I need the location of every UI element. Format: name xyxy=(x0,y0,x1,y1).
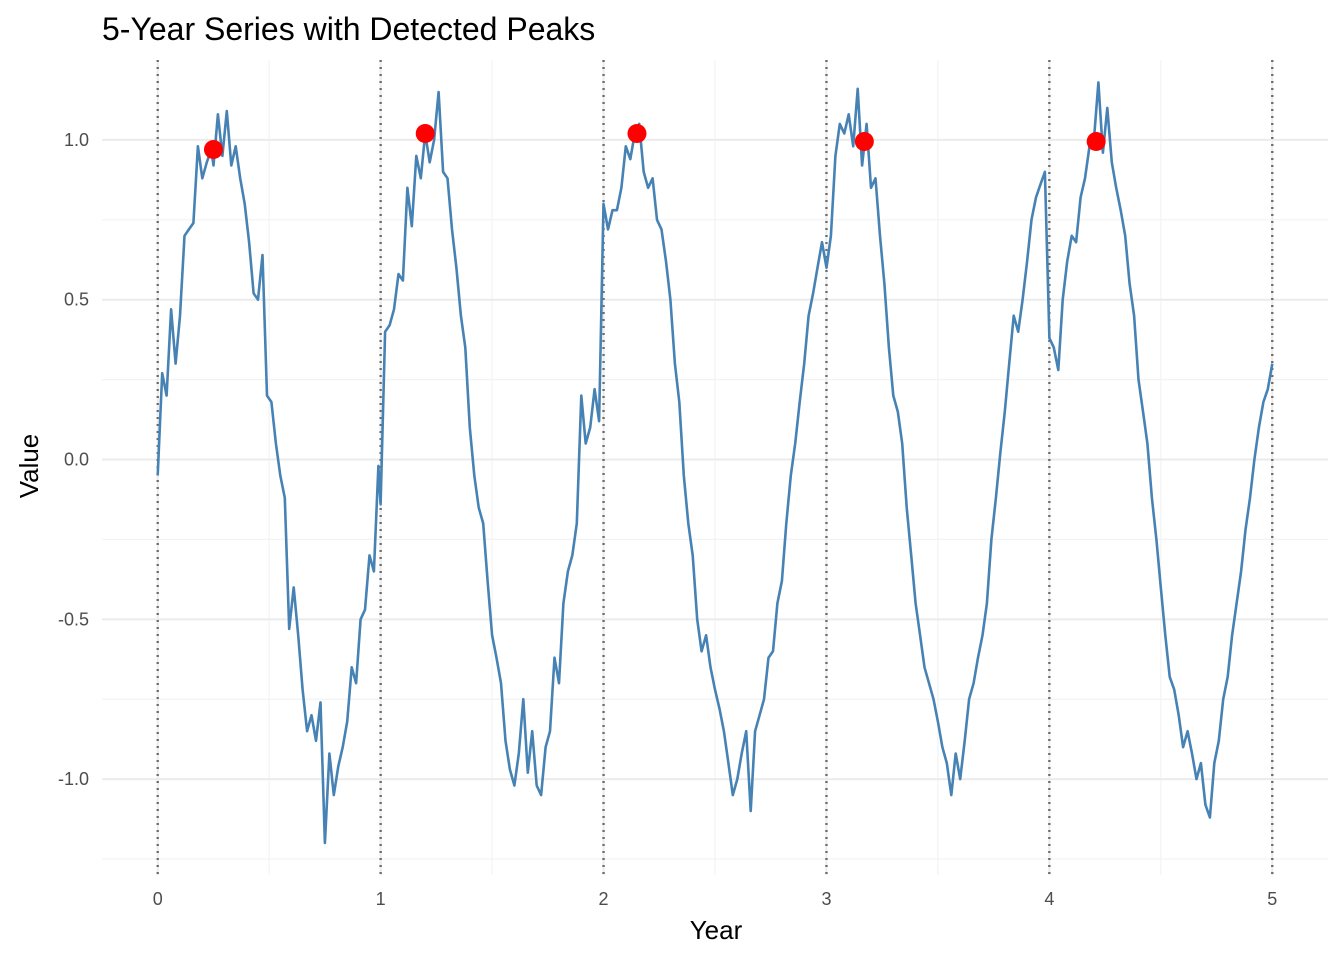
y-tick-label: -0.5 xyxy=(58,609,89,629)
x-tick-label: 1 xyxy=(376,889,386,909)
y-axis-title: Value xyxy=(14,434,44,499)
y-tick-label: -1.0 xyxy=(58,769,89,789)
x-tick-label: 4 xyxy=(1044,889,1054,909)
x-tick-label: 2 xyxy=(599,889,609,909)
y-axis-tick-labels: -1.0 -0.5 0.0 0.5 1.0 xyxy=(58,130,89,789)
y-tick-label: 0.0 xyxy=(64,450,89,470)
peak-point xyxy=(1086,132,1106,151)
peak-point xyxy=(203,139,223,159)
peak-point xyxy=(627,124,647,144)
y-tick-label: 0.5 xyxy=(64,290,89,310)
series-line xyxy=(156,81,1274,845)
peak-points xyxy=(203,124,1106,159)
x-tick-label: 3 xyxy=(821,889,831,909)
x-axis-tick-labels: 0 1 2 3 4 5 xyxy=(153,889,1278,909)
peak-point xyxy=(415,124,435,144)
y-tick-label: 1.0 xyxy=(64,130,89,150)
gridlines xyxy=(102,60,1328,875)
peak-point xyxy=(854,132,874,151)
x-tick-label: 0 xyxy=(153,889,163,909)
x-tick-label: 5 xyxy=(1267,889,1277,909)
chart-title: 5-Year Series with Detected Peaks xyxy=(102,11,595,47)
x-axis-title: Year xyxy=(690,915,743,945)
